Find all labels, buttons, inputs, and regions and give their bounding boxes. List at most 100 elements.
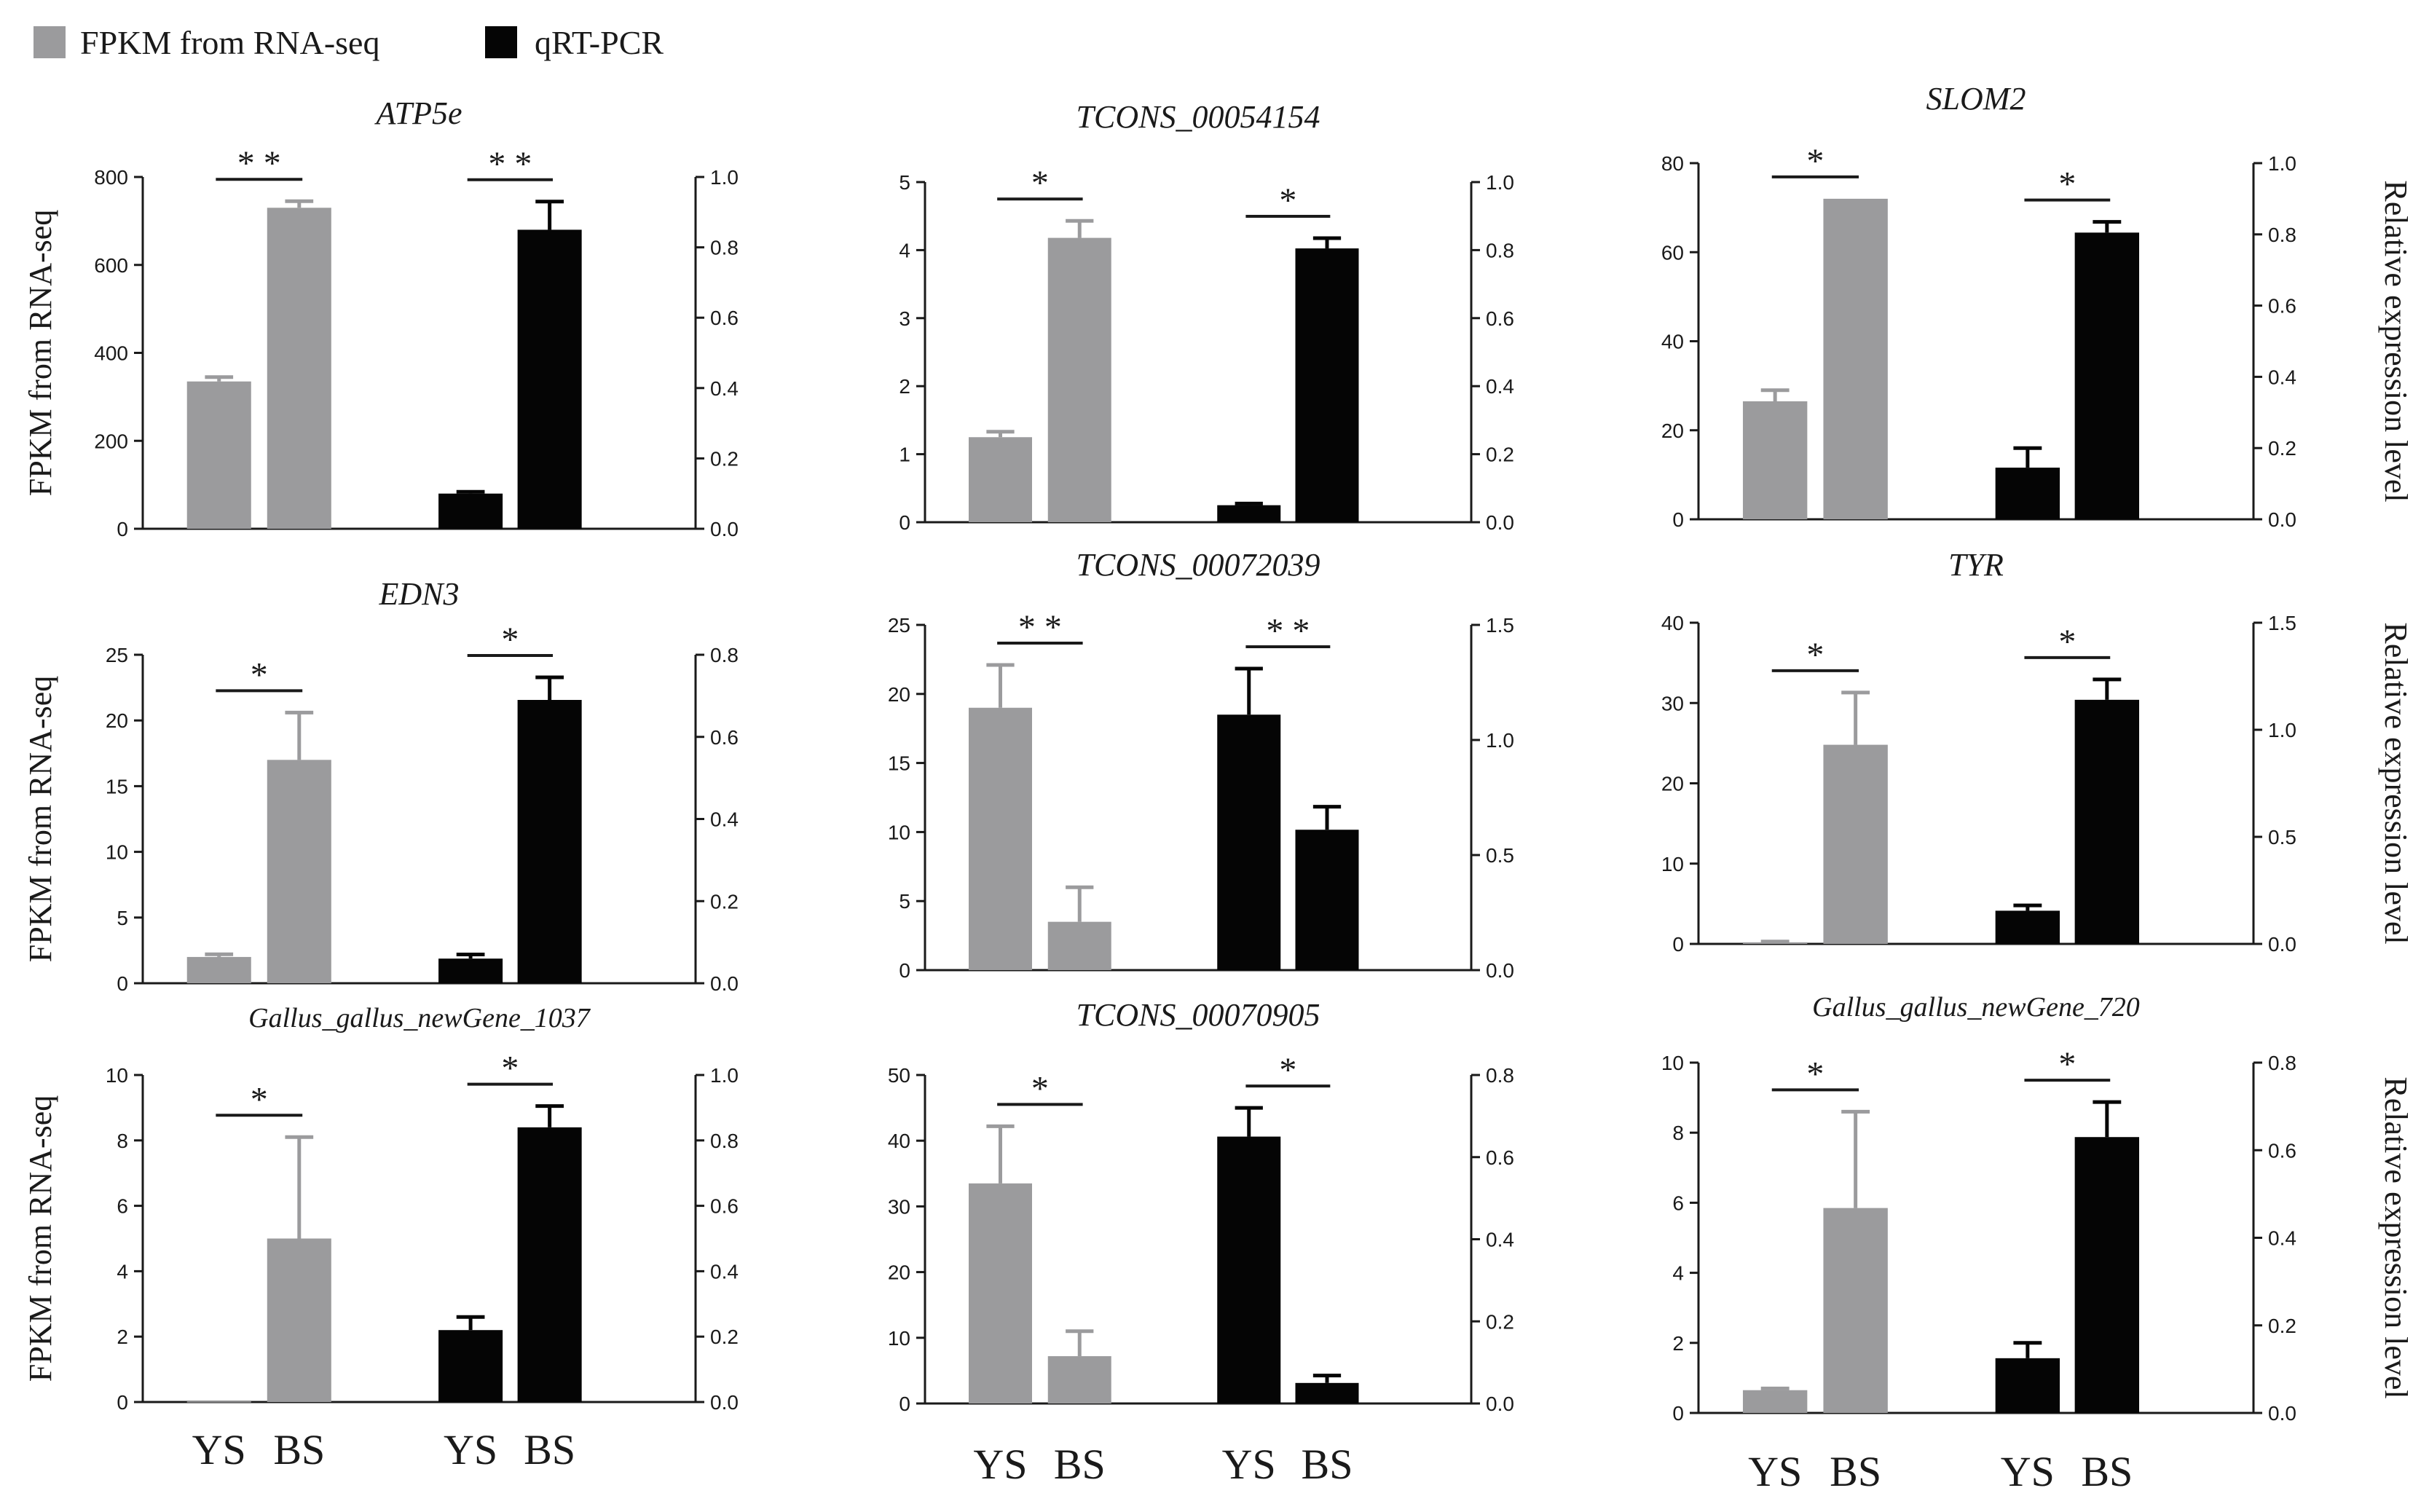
category-label-bs: BS: [273, 1426, 325, 1473]
significance-label: * *: [1018, 608, 1062, 647]
left-tick-label: 30: [888, 1195, 910, 1218]
error-bar-rna-bs: [285, 199, 314, 208]
left-tick-label: 10: [1661, 853, 1684, 875]
left-tick-label: 0: [899, 959, 910, 982]
left-tick-label: 4: [1672, 1262, 1684, 1285]
right-tick-label: 0.0: [2268, 933, 2296, 956]
bar-rna-bs: [267, 208, 331, 529]
bar-rna-ys: [186, 1401, 251, 1403]
chart-panel-gallus-gallus-newgene-720: Gallus_gallus_newGene_720 0 2 4 6 8 10 0.0 0.2 0.…: [1661, 992, 2414, 1495]
bar-qpcr-bs: [1295, 1382, 1359, 1403]
right-tick-label: 0.2: [2268, 1315, 2296, 1337]
right-tick-label: 0.5: [1486, 844, 1514, 867]
error-bar-qpcr-ys: [2013, 1341, 2042, 1358]
bar-qpcr-ys: [1995, 1358, 2060, 1413]
error-bar-rna-bs: [1066, 1329, 1094, 1357]
significance-label: *: [1031, 1069, 1049, 1108]
right-tick-label: 1.5: [2268, 612, 2296, 634]
significance-label: *: [1279, 1051, 1296, 1090]
left-tick-label: 0: [117, 1391, 128, 1414]
right-tick-label: 0.8: [710, 644, 739, 666]
bar-qpcr-bs: [2074, 1137, 2140, 1413]
right-tick-label: 0.0: [2268, 508, 2296, 531]
error-bar-rna-bs: [1066, 885, 1094, 922]
left-tick-label: 50: [888, 1064, 910, 1087]
right-tick-label: 0.4: [1486, 375, 1514, 398]
right-tick-label: 1.0: [710, 166, 739, 189]
right-axis-title: Relative expression level: [2378, 622, 2414, 944]
right-tick-label: 0.0: [710, 972, 739, 995]
category-label-ys: YS: [1748, 1448, 1802, 1495]
left-tick-label: 5: [117, 907, 128, 929]
bar-qpcr-ys: [1995, 468, 2060, 519]
error-bar-rna-ys: [986, 663, 1015, 708]
error-bar-rna-ys: [1760, 388, 1790, 402]
significance-label: *: [1031, 164, 1049, 202]
left-tick-label: 0: [899, 511, 910, 534]
error-bar-qpcr-bs: [535, 200, 564, 230]
bar-rna-ys: [186, 381, 251, 529]
bar-rna-ys: [969, 1183, 1032, 1403]
error-bar-qpcr-bs: [535, 675, 564, 701]
error-bar-rna-ys: [986, 1124, 1015, 1184]
left-tick-label: 3: [899, 307, 910, 330]
left-tick-label: 0: [899, 1393, 910, 1415]
bar-qpcr-ys: [438, 1330, 503, 1402]
significance-qpcr: *: [467, 1050, 554, 1088]
significance-label: *: [1806, 1055, 1824, 1093]
panel-title: TCONS_00072039: [1076, 547, 1320, 583]
error-bar-qpcr-ys: [456, 489, 485, 494]
bar-rna-ys: [1742, 1390, 1808, 1413]
right-tick-label: 0.8: [710, 237, 739, 259]
significance-label: * *: [1266, 612, 1310, 650]
right-axis-title: Relative expression level: [2378, 180, 2414, 502]
left-tick-label: 0: [1672, 933, 1684, 956]
error-bar-qpcr-ys: [1235, 666, 1263, 715]
category-label-ys: YS: [444, 1426, 497, 1473]
bar-qpcr-ys: [1217, 505, 1281, 522]
right-tick-label: 0.6: [1486, 1146, 1514, 1169]
right-tick-label: 0.4: [710, 377, 739, 400]
error-bar-rna-bs: [285, 1135, 314, 1239]
error-bar-qpcr-bs: [1312, 236, 1342, 249]
left-tick-label: 10: [888, 821, 910, 843]
bar-rna-ys: [969, 437, 1032, 522]
left-tick-label: 20: [1661, 773, 1684, 795]
error-bar-rna-bs: [1841, 1109, 1870, 1208]
error-bar-qpcr-ys: [1235, 1106, 1263, 1137]
bar-qpcr-bs: [2074, 699, 2140, 944]
significance-label: *: [2058, 165, 2076, 204]
left-tick-label: 60: [1661, 241, 1684, 264]
right-axis-title: Relative expression level: [2378, 1076, 2414, 1398]
error-bar-rna-bs: [1841, 690, 1870, 745]
right-tick-label: 1.0: [1486, 171, 1514, 194]
left-tick-label: 15: [888, 752, 910, 775]
significance-label: *: [2058, 1045, 2076, 1084]
right-tick-label: 0.4: [2268, 1227, 2296, 1250]
right-tick-label: 0.8: [710, 1130, 739, 1152]
panel-title: SLOM2: [1926, 81, 2026, 117]
left-tick-label: 4: [117, 1260, 128, 1283]
left-tick-label: 25: [888, 614, 910, 637]
left-tick-label: 40: [888, 1130, 910, 1152]
significance-label: *: [1279, 181, 1296, 220]
chart-panel-tyr: TYR 0 10 20 30 40 0.0 0.5 1.0 1.5 Relative express…: [1661, 547, 2414, 956]
right-tick-label: 0.8: [1486, 239, 1514, 261]
right-tick-label: 0.6: [1486, 307, 1514, 330]
left-tick-label: 0: [117, 972, 128, 995]
bar-qpcr-ys: [438, 958, 503, 983]
chart-panel-atp5e: ATP5e 0 200 400 600 800 0.0 0.2 0.4 0.6 0.8 1.0 FPKM…: [23, 95, 739, 540]
bar-qpcr-bs: [517, 1127, 582, 1402]
legend-label-qpcr: qRT-PCR: [535, 24, 664, 61]
right-tick-label: 0.6: [2268, 1139, 2296, 1162]
bar-qpcr-ys: [1217, 714, 1281, 970]
left-tick-label: 20: [1661, 420, 1684, 442]
significance-label: *: [501, 1050, 519, 1088]
error-bar-qpcr-bs: [2093, 220, 2122, 233]
left-axis-title: FPKM from RNA-seq: [23, 1095, 58, 1382]
chart-panel-tcons-00054154: TCONS_00054154 0 1 2 3 4 5 0.0 0.2 0.4 0.6 0.8 1.0 * *: [899, 99, 1514, 534]
panel-title: TCONS_00054154: [1076, 99, 1320, 135]
error-bar-qpcr-bs: [2093, 677, 2122, 700]
chart-panel-slom2: SLOM2 0 20 40 60 80 0.0 0.2 0.4 0.6 0.8 1.0 Relative…: [1661, 81, 2414, 531]
error-bar-qpcr-ys: [2013, 446, 2042, 468]
